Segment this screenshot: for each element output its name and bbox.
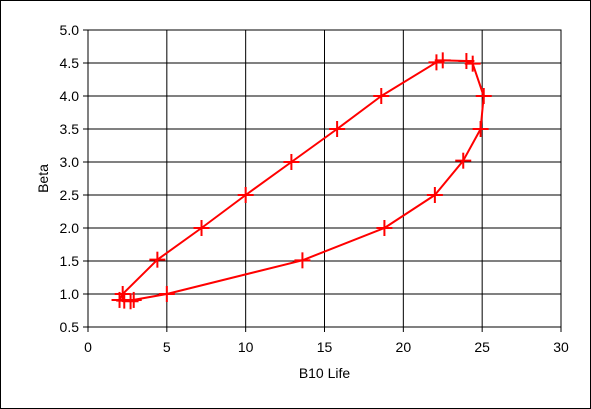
y-tick-label: 3.0 [60, 154, 80, 170]
y-tick-label: 3.5 [60, 121, 80, 137]
data-series [111, 52, 492, 310]
x-tick-label: 20 [396, 339, 412, 355]
data-point-marker [373, 88, 390, 104]
y-tick-label: 1.0 [60, 286, 80, 302]
x-axis-title: B10 Life [299, 365, 351, 381]
y-tick-label: 2.0 [60, 220, 80, 236]
data-point-marker [294, 252, 311, 269]
data-point-marker [283, 154, 300, 170]
data-point-marker [376, 220, 393, 236]
x-tick-label: 30 [553, 339, 569, 355]
data-point-marker [114, 286, 131, 302]
y-tick-label: 4.5 [60, 55, 80, 71]
data-point-marker [158, 286, 175, 302]
data-point-marker [434, 52, 451, 69]
y-tick-label: 4.0 [60, 88, 80, 104]
x-tick-label: 5 [163, 339, 171, 355]
x-tick-label: 15 [317, 339, 333, 355]
x-tick-label: 10 [238, 339, 254, 355]
data-point-marker [149, 251, 166, 268]
data-point-marker [475, 88, 492, 104]
y-tick-label: 5.0 [60, 22, 80, 38]
y-tick-label: 2.5 [60, 187, 80, 203]
x-tick-label: 0 [84, 339, 92, 355]
data-point-marker [426, 187, 443, 203]
y-axis-title: Beta [35, 164, 51, 193]
y-axis-tick-labels: 0.5 1.0 1.5 2.0 2.5 3.0 3.5 4.0 4.5 5.0 [60, 22, 88, 335]
x-axis-tick-labels: 0 5 10 15 20 25 30 [84, 327, 569, 355]
x-tick-label: 25 [474, 339, 490, 355]
data-point-marker [464, 55, 481, 72]
data-point-marker [472, 121, 489, 137]
data-point-marker [193, 220, 210, 236]
grid-lines [88, 30, 561, 327]
y-tick-label: 1.5 [60, 253, 80, 269]
data-point-marker [116, 292, 133, 309]
data-point-marker [329, 121, 346, 137]
y-tick-label: 0.5 [60, 319, 80, 335]
data-point-marker [455, 152, 472, 169]
data-point-marker [237, 187, 254, 203]
